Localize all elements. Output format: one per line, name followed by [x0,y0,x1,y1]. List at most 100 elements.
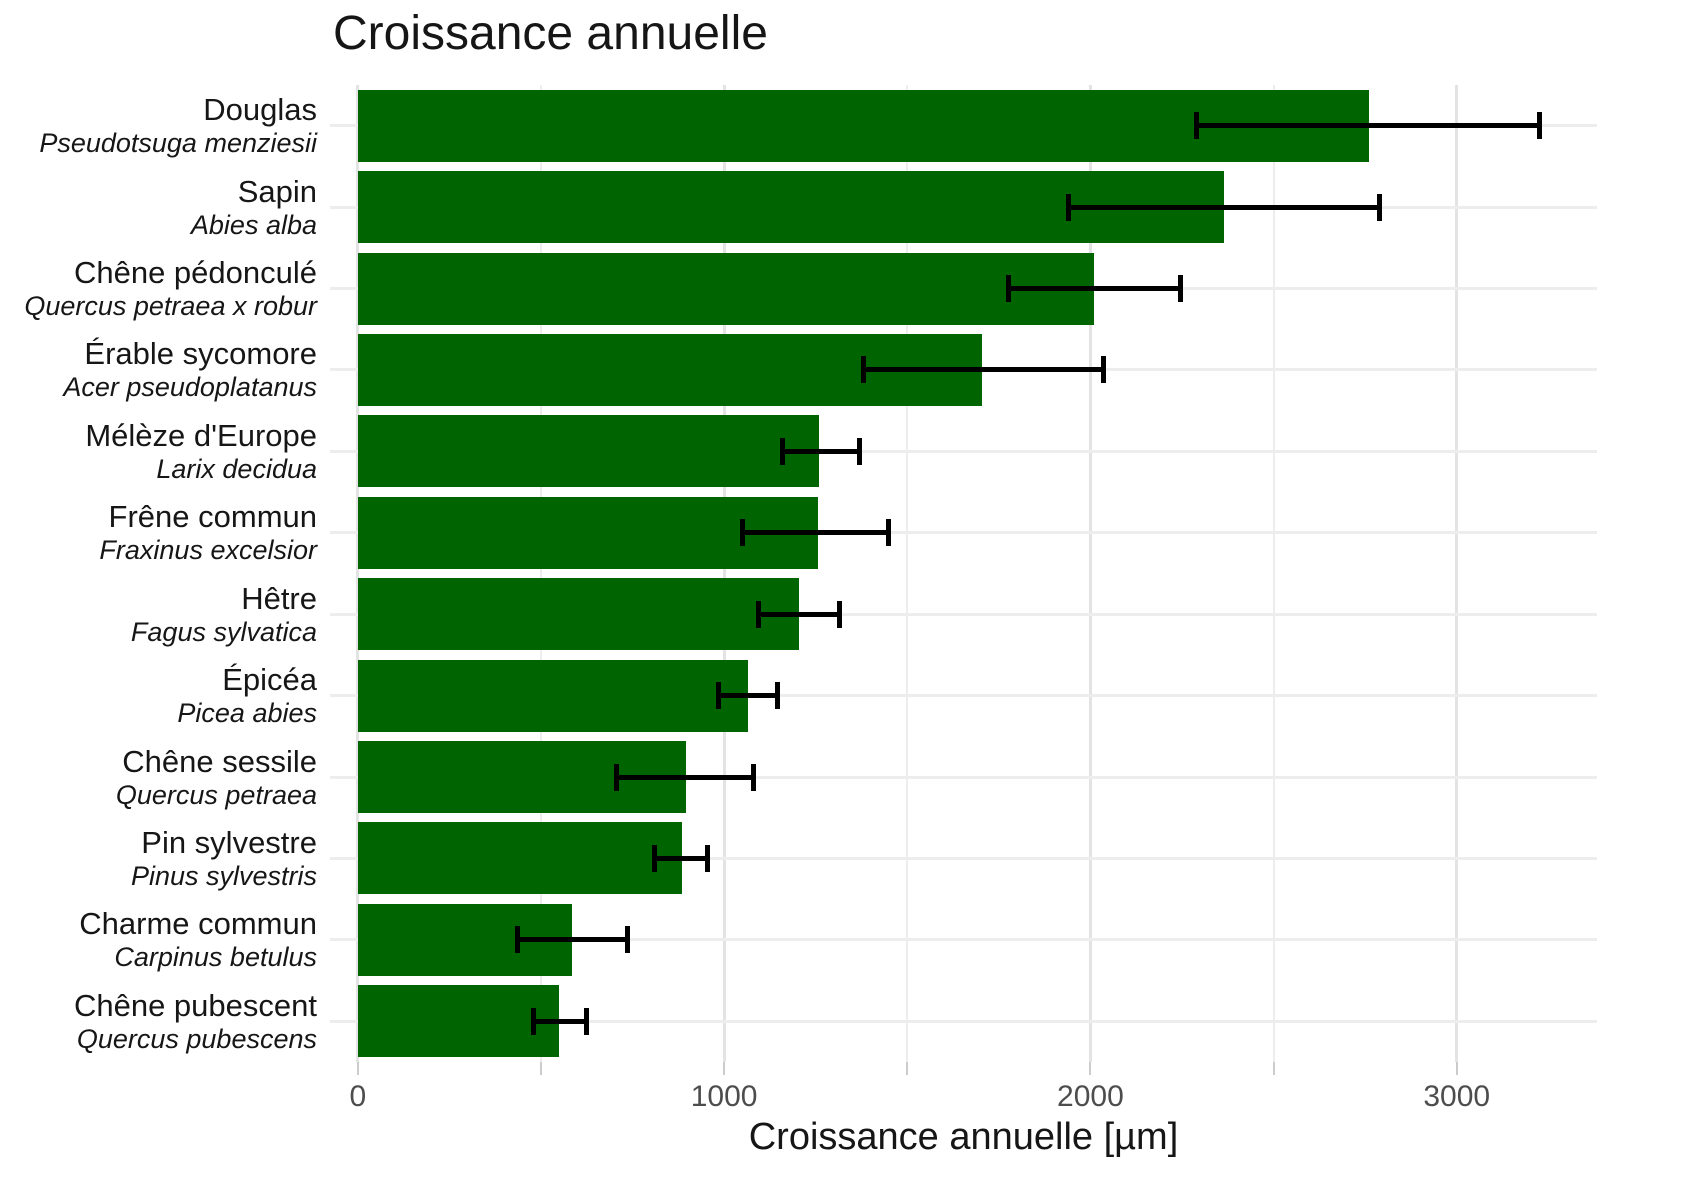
category-label: Épicéa [222,662,317,698]
species-label: Larix decidua [156,453,317,484]
error-bar-cap [624,926,630,954]
error-bar [654,855,708,861]
category-label: Douglas [203,92,317,128]
category-label: Frêne commun [108,499,317,535]
x-tick-label: 3000 [1423,1080,1491,1113]
species-label: Quercus petraea x robur [24,291,317,322]
error-bar [742,530,889,536]
error-bar [616,774,754,780]
error-bar-cap [857,437,863,465]
category-label-block: Douglas Pseudotsuga menziesii [0,85,317,166]
category-label-block: Érable sycomore Acer pseudoplatanus [0,329,317,410]
species-label: Quercus pubescens [76,1023,317,1054]
chart-title: Croissance annuelle [333,7,768,60]
error-bar-cap [1377,193,1383,221]
row-gridline [330,531,1597,535]
error-bar-cap [739,519,745,547]
error-bar [1068,204,1380,210]
error-bar-cap [1536,112,1542,140]
category-label: Sapin [237,173,317,209]
error-bar-cap [774,682,780,710]
species-label: Pinus sylvestris [130,860,317,891]
error-bar [533,1018,587,1024]
category-label: Chêne sessile [122,743,317,779]
row-gridline [330,856,1597,860]
category-label-block: Hêtre Fagus sylvatica [0,574,317,655]
x-tick-label: 2000 [1057,1080,1124,1113]
x-tick-mark [356,1062,359,1075]
species-label: Fraxinus excelsior [99,535,317,566]
error-bar [1008,286,1181,292]
row-gridline [330,449,1597,453]
error-bar-cap [756,600,762,628]
category-axis: Douglas Pseudotsuga menziesii Sapin Abies a… [0,85,317,1062]
error-bar-cap [1100,356,1106,384]
row-gridline [330,612,1597,616]
bar [357,985,560,1058]
category-label-block: Mélèze d'Europe Larix decidua [0,411,317,492]
x-major-gridline [1455,85,1459,1062]
error-bar-cap [1194,112,1200,140]
chart-panel [330,85,1597,1062]
category-label: Mélèze d'Europe [85,417,317,453]
error-bar-cap [613,763,619,791]
error-bar [1196,123,1540,129]
error-bar [782,448,860,454]
category-label: Hêtre [241,580,317,616]
category-label-block: Pin sylvestre Pinus sylvestris [0,818,317,899]
row-gridline [330,775,1597,779]
bar [357,659,748,732]
x-tick-mark [1089,1062,1092,1075]
species-label: Picea abies [177,698,317,729]
error-bar-cap [1177,275,1183,303]
category-label-block: Chêne pubescent Quercus pubescens [0,981,317,1062]
error-bar-cap [1065,193,1071,221]
x-minor-gridline [1272,85,1275,1062]
bar [357,252,1095,325]
x-tick-mark [539,1062,542,1075]
error-bar-cap [705,844,711,872]
species-label: Carpinus betulus [114,942,317,973]
error-bar [517,937,628,943]
category-label: Chêne pédonculé [73,255,317,291]
category-label: Chêne pubescent [73,987,317,1023]
species-label: Abies alba [190,209,317,240]
x-tick-mark [906,1062,909,1075]
x-tick-mark [1455,1062,1458,1075]
error-bar [863,367,1104,373]
error-bar [758,611,840,617]
bar [357,415,820,488]
category-label-block: Charme commun Carpinus betulus [0,899,317,980]
error-bar-cap [860,356,866,384]
error-bar-cap [886,519,892,547]
error-bar-cap [514,926,520,954]
species-label: Quercus petraea [115,779,317,810]
species-label: Fagus sylvatica [130,616,317,647]
x-tick-mark [1272,1062,1275,1075]
x-major-gridline [1088,85,1092,1062]
error-bar-cap [780,437,786,465]
error-bar-cap [652,844,658,872]
bar [357,578,800,651]
species-label: Acer pseudoplatanus [63,372,317,403]
error-bar-cap [1005,275,1011,303]
error-bar-cap [837,600,842,628]
row-gridline [330,1019,1597,1023]
error-bar-cap [750,763,756,791]
row-gridline [330,938,1597,942]
bar [357,822,682,895]
x-major-gridline [722,85,726,1062]
category-label: Charme commun [79,906,317,942]
x-tick-label: 0 [349,1080,367,1113]
x-minor-gridline [906,85,909,1062]
error-bar-cap [531,1007,537,1035]
category-label: Érable sycomore [84,336,317,372]
category-label-block: Épicéa Picea abies [0,655,317,736]
category-label-block: Frêne commun Fraxinus excelsior [0,492,317,573]
x-axis-title: Croissance annuelle [µm] [748,1116,1179,1158]
row-gridline [330,694,1597,698]
error-bar-cap [584,1007,590,1035]
category-label-block: Chêne pédonculé Quercus petraea x robur [0,248,317,329]
error-bar [718,693,778,699]
